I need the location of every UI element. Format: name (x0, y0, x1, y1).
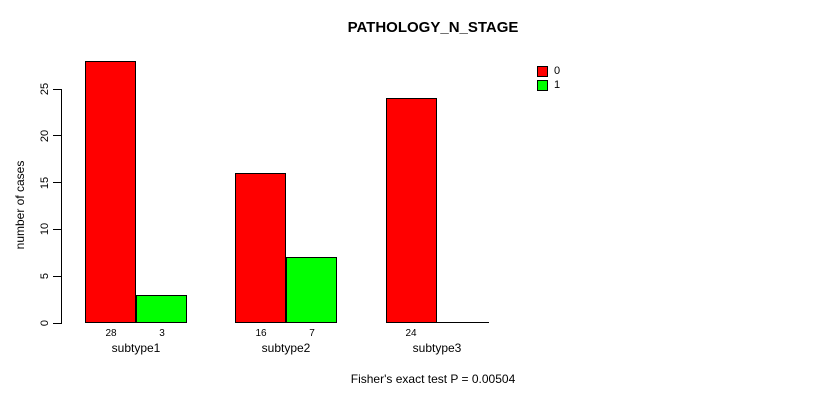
bar-count-label: 24 (405, 328, 417, 339)
legend-item-0: 0 (537, 65, 560, 78)
bar-count-label: 28 (105, 328, 117, 339)
bar-count-label: 3 (159, 328, 165, 339)
legend: 0 1 (537, 65, 560, 93)
y-axis-tick-label: 10 (39, 223, 51, 236)
legend-swatch-red (537, 66, 548, 77)
y-axis-tick (53, 228, 61, 230)
bar-subtype1-series1 (136, 295, 187, 323)
y-axis-tick (53, 322, 61, 324)
bar-subtype1-series0 (85, 61, 136, 323)
bar-subtype2-series1 (286, 257, 337, 323)
y-axis-tick-label: 20 (39, 129, 51, 142)
legend-item-1: 1 (537, 79, 560, 92)
bar-subtype2-series0 (235, 173, 286, 323)
y-axis-tick-label: 25 (39, 82, 51, 96)
legend-label-0: 0 (554, 65, 561, 77)
y-axis-line (61, 89, 62, 324)
y-axis-tick-label: 15 (39, 176, 51, 189)
y-axis-tick (53, 135, 61, 137)
y-axis-tick (53, 88, 61, 90)
bar-count-label: 16 (255, 328, 267, 339)
bar-subtype3-series0 (386, 98, 437, 323)
category-label-subtype2: subtype2 (261, 341, 311, 355)
legend-label-1: 1 (554, 79, 561, 91)
y-axis-tick (53, 182, 61, 184)
bar-count-label: 7 (309, 328, 315, 339)
y-axis-tick-label: 5 (39, 273, 51, 280)
zero-bar-subtype3-series1 (437, 322, 489, 323)
y-axis-tick (53, 275, 61, 277)
category-label-subtype3: subtype3 (412, 341, 462, 355)
category-label-subtype1: subtype1 (111, 341, 161, 355)
legend-swatch-green (537, 80, 548, 91)
y-axis-tick-label: 0 (39, 319, 51, 327)
chart-title: PATHOLOGY_N_STAGE (347, 19, 519, 36)
footnote: Fisher's exact test P = 0.00504 (350, 372, 516, 386)
